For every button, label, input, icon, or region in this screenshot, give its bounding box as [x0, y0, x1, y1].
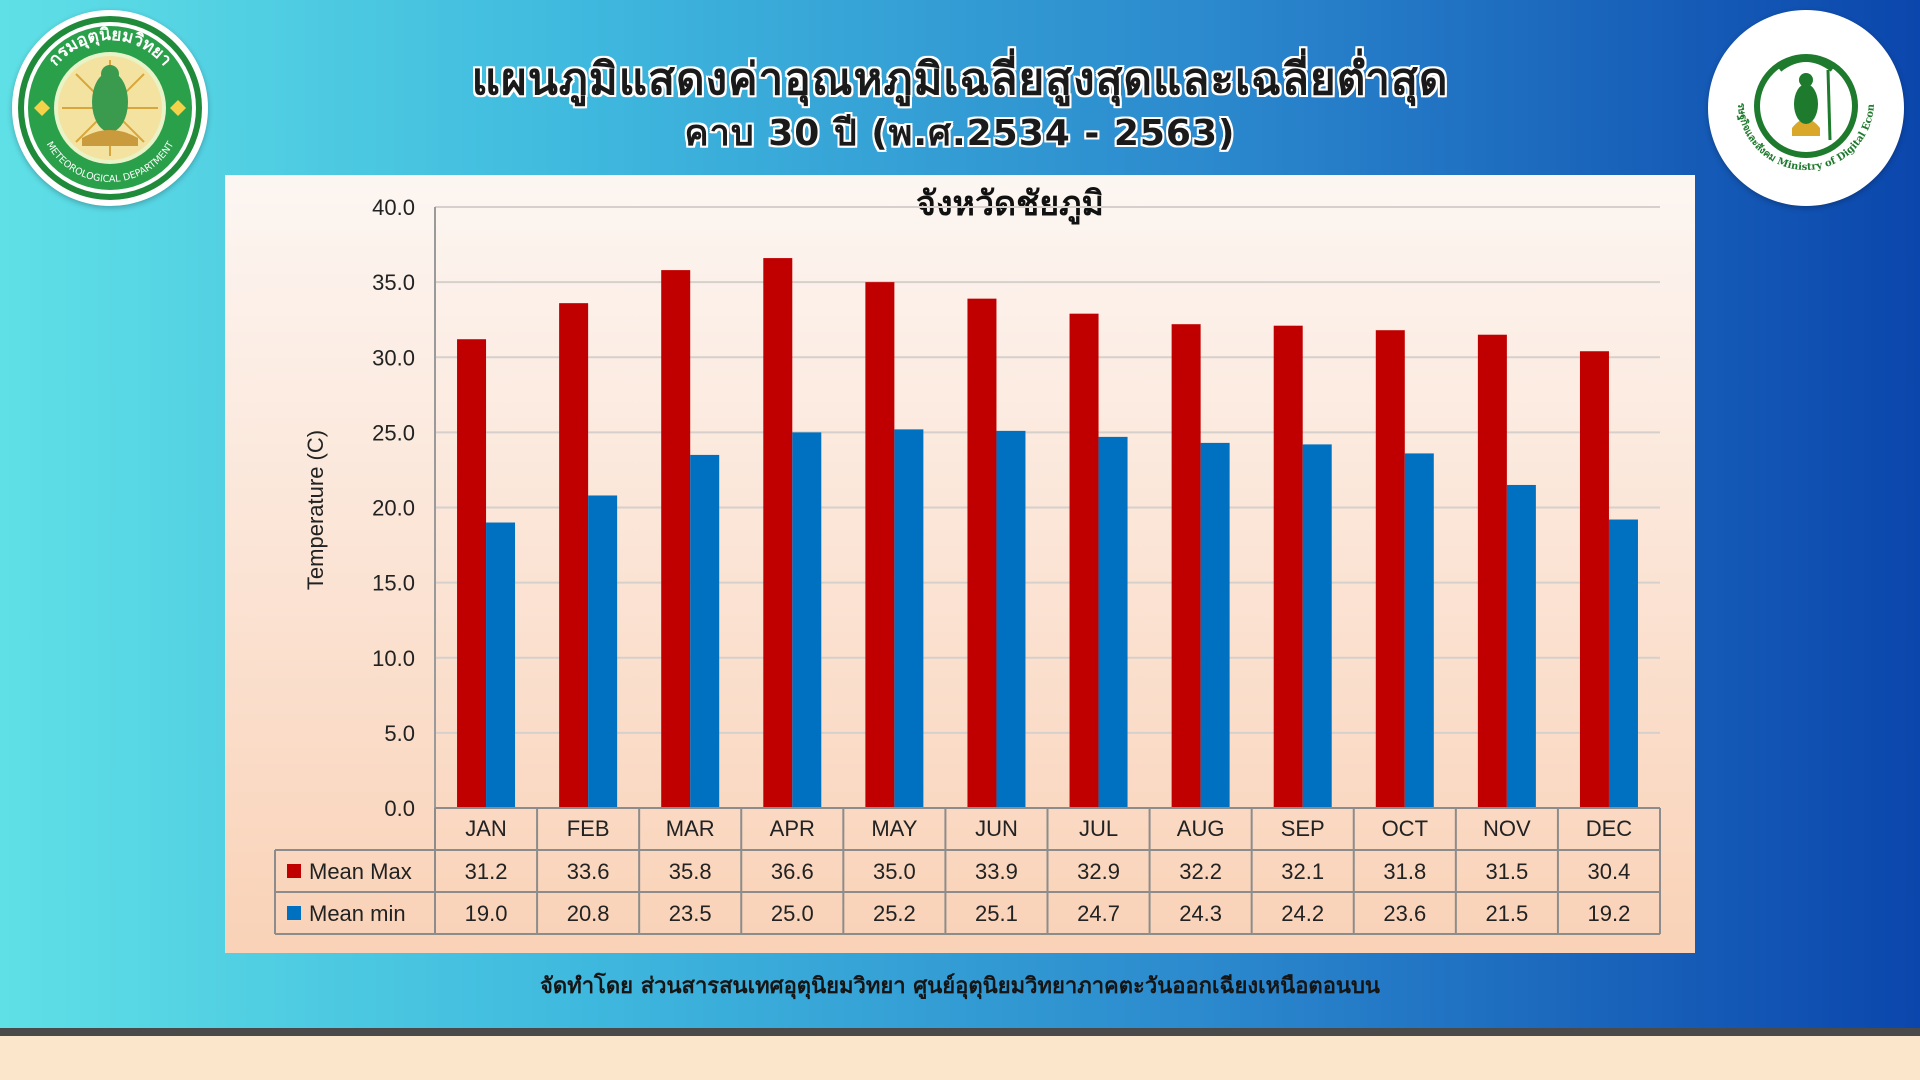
bar-mean-min-mar [690, 454, 720, 808]
temperature-bar-chart: จังหวัดชัยภูมิ Temperature (C) 0.0 5.0 10.… [274, 184, 1661, 935]
data-label: 25.2 [873, 901, 916, 926]
x-tick-label: MAR [666, 816, 715, 841]
bar-mean-max-oct [1375, 330, 1405, 808]
data-label: 19.0 [465, 901, 508, 926]
meteorological-department-seal-icon: กรมอุตุนิยมวิทยา METEOROLOGICAL DEPARTME… [18, 16, 202, 200]
x-tick-label: APR [770, 816, 815, 841]
y-tick-label: 20.0 [372, 496, 415, 521]
bar-mean-min-may [894, 429, 924, 808]
data-label: 19.2 [1588, 901, 1631, 926]
bar-mean-min-aug [1200, 442, 1230, 808]
y-tick-label: 0.0 [384, 796, 415, 821]
ministry-seal-icon: กระทรวงดิจิทัลเพื่อเศรษฐกิจและสังคม Mini… [1703, 0, 1896, 198]
x-tick-label: JAN [465, 816, 507, 841]
legend-swatch-mean-min [287, 906, 301, 920]
bar-mean-min-nov [1506, 484, 1536, 808]
data-label: 23.6 [1383, 901, 1426, 926]
data-label: 24.7 [1077, 901, 1120, 926]
bottom-divider [0, 1028, 1920, 1036]
x-tick-label: MAY [871, 816, 917, 841]
footer-credit: จัดทำโดย ส่วนสารสนเทศอุตุนิยมวิทยา ศูนย์… [540, 974, 1380, 999]
y-tick-label: 15.0 [372, 571, 415, 596]
data-label: 33.6 [567, 859, 610, 884]
data-label: 35.8 [669, 859, 712, 884]
data-label: 24.2 [1281, 901, 1324, 926]
bar-mean-max-jun [967, 298, 997, 808]
x-tick-label: JUL [1079, 816, 1118, 841]
y-tick-label: 35.0 [372, 270, 415, 295]
legend-swatch-mean-max [287, 864, 301, 878]
data-label: 23.5 [669, 901, 712, 926]
page-title: แผนภูมิแสดงค่าอุณหภูมิเฉลี่ยสูงสุดและเฉล… [471, 54, 1449, 105]
bar-mean-min-oct [1404, 453, 1434, 808]
bar-mean-max-aug [1171, 324, 1201, 808]
x-tick-label: FEB [567, 816, 610, 841]
bar-mean-max-apr [763, 258, 793, 809]
ministry-digital-economy-logo: กระทรวงดิจิทัลเพื่อเศรษฐกิจและสังคม Mini… [1703, 0, 1904, 206]
data-label: 30.4 [1588, 859, 1631, 884]
y-tick-label: 30.0 [372, 345, 415, 370]
bar-mean-min-jun [996, 430, 1026, 808]
legend-label: Mean min [309, 901, 406, 926]
bar-mean-max-dec [1579, 351, 1609, 808]
data-label: 25.0 [771, 901, 814, 926]
meteorological-department-logo: กรมอุตุนิยมวิทยา METEOROLOGICAL DEPARTME… [12, 10, 208, 206]
x-tick-label: DEC [1586, 816, 1633, 841]
bar-mean-max-may [865, 282, 895, 808]
x-tick-label: NOV [1483, 816, 1531, 841]
chart-panel: จังหวัดชัยภูมิ Temperature (C) 0.0 5.0 10.… [225, 175, 1695, 953]
y-tick-label: 25.0 [372, 420, 415, 445]
x-tick-label: JUN [975, 816, 1018, 841]
data-label: 21.5 [1485, 901, 1528, 926]
data-label: 20.8 [567, 901, 610, 926]
y-tick-label: 10.0 [372, 646, 415, 671]
bar-mean-min-sep [1302, 444, 1332, 808]
bar-mean-min-dec [1608, 519, 1638, 808]
data-label: 31.8 [1383, 859, 1426, 884]
x-tick-label: AUG [1177, 816, 1225, 841]
bar-mean-min-jul [1098, 436, 1128, 808]
bottom-strip [0, 1036, 1920, 1080]
chart-title: จังหวัดชัยภูมิ [916, 184, 1104, 225]
data-label: 31.2 [465, 859, 508, 884]
bar-mean-min-apr [792, 432, 822, 808]
y-tick-label: 5.0 [384, 721, 415, 746]
data-label: 36.6 [771, 859, 814, 884]
page-subtitle: คาบ 30 ปี (พ.ศ.2534 - 2563) [684, 113, 1236, 154]
bar-mean-max-mar [661, 270, 691, 809]
bar-mean-max-nov [1477, 334, 1507, 808]
bar-mean-max-sep [1273, 325, 1303, 808]
data-label: 32.1 [1281, 859, 1324, 884]
y-tick-label: 40.0 [372, 195, 415, 220]
bar-mean-min-feb [588, 495, 618, 808]
x-tick-label: SEP [1281, 816, 1325, 841]
y-axis-label: Temperature (C) [303, 430, 328, 590]
data-label: 32.2 [1179, 859, 1222, 884]
data-label: 33.9 [975, 859, 1018, 884]
data-label: 35.0 [873, 859, 916, 884]
bar-mean-max-jul [1069, 313, 1099, 808]
legend-label: Mean Max [309, 859, 412, 884]
bar-mean-max-feb [559, 303, 589, 808]
data-label: 31.5 [1485, 859, 1528, 884]
data-label: 24.3 [1179, 901, 1222, 926]
x-tick-label: OCT [1382, 816, 1428, 841]
bar-mean-max-jan [457, 339, 487, 808]
data-label: 32.9 [1077, 859, 1120, 884]
bar-mean-min-jan [486, 522, 516, 808]
data-label: 25.1 [975, 901, 1018, 926]
